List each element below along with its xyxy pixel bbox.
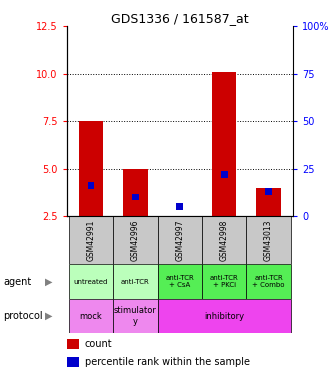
Bar: [69, 264, 113, 299]
Text: GSM42997: GSM42997: [175, 219, 184, 261]
Text: protocol: protocol: [3, 311, 43, 321]
Text: ▶: ▶: [45, 311, 52, 321]
Bar: [132, 194, 139, 200]
Text: GSM43013: GSM43013: [264, 219, 273, 261]
Text: agent: agent: [3, 276, 32, 286]
Bar: [123, 168, 148, 216]
Text: inhibitory: inhibitory: [204, 312, 244, 321]
Bar: [113, 216, 158, 264]
Bar: [79, 121, 103, 216]
Bar: [158, 216, 202, 264]
Bar: [158, 299, 291, 333]
Text: GSM42996: GSM42996: [131, 219, 140, 261]
Bar: [67, 339, 79, 349]
Text: anti-TCR
+ CsA: anti-TCR + CsA: [166, 275, 194, 288]
Text: anti-TCR
+ PKCi: anti-TCR + PKCi: [210, 275, 239, 288]
Bar: [69, 216, 113, 264]
Text: untreated: untreated: [74, 279, 108, 285]
Text: count: count: [85, 339, 112, 349]
Text: mock: mock: [80, 312, 102, 321]
Bar: [88, 182, 95, 189]
Text: anti-TCR: anti-TCR: [121, 279, 150, 285]
Text: ▶: ▶: [45, 276, 52, 286]
Text: stimulator
y: stimulator y: [114, 306, 157, 326]
Bar: [176, 203, 183, 210]
Text: GSM42991: GSM42991: [87, 219, 96, 261]
Bar: [246, 264, 291, 299]
Bar: [221, 171, 228, 178]
Bar: [69, 299, 113, 333]
Bar: [212, 72, 236, 216]
Bar: [158, 264, 202, 299]
Text: anti-TCR
+ Combo: anti-TCR + Combo: [252, 275, 285, 288]
Title: GDS1336 / 161587_at: GDS1336 / 161587_at: [111, 12, 249, 25]
Text: GSM42998: GSM42998: [220, 219, 229, 261]
Bar: [256, 188, 281, 216]
Bar: [265, 188, 272, 195]
Text: percentile rank within the sample: percentile rank within the sample: [85, 357, 250, 367]
Bar: [113, 264, 158, 299]
Bar: [246, 216, 291, 264]
Bar: [113, 299, 158, 333]
Bar: [202, 264, 246, 299]
Bar: [202, 216, 246, 264]
Bar: [67, 357, 79, 368]
